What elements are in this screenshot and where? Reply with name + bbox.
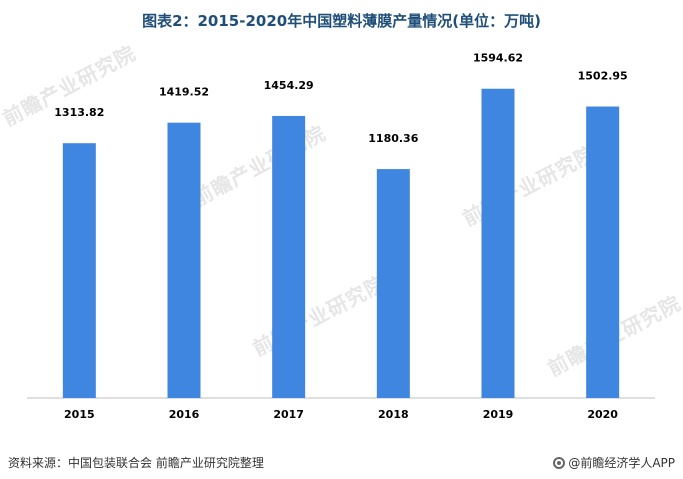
data-label-2017: 1454.29 — [264, 79, 314, 92]
brand-logo-icon — [553, 456, 566, 469]
bar-2018 — [376, 169, 410, 398]
source-note: 资料来源：中国包装联合会 前瞻产业研究院整理 — [8, 456, 264, 470]
bar-2019 — [481, 88, 515, 399]
brand-text: @前瞻经济学人APP — [568, 456, 675, 470]
x-tick-label-2020: 2020 — [587, 408, 618, 421]
x-tick-label-2017: 2017 — [273, 408, 304, 421]
x-tick-label-2015: 2015 — [64, 408, 95, 421]
x-tick-label-2016: 2016 — [169, 408, 200, 421]
data-label-2016: 1419.52 — [159, 86, 209, 99]
x-tick-label-2019: 2019 — [483, 408, 514, 421]
bar-2015 — [62, 143, 96, 398]
data-label-2018: 1180.36 — [368, 132, 418, 145]
footer: 资料来源：中国包装联合会 前瞻产业研究院整理 @前瞻经济学人APP — [0, 446, 683, 479]
bar-2017 — [272, 115, 306, 399]
x-tick-label-2018: 2018 — [378, 408, 409, 421]
data-label-2015: 1313.82 — [54, 106, 104, 119]
bar-2020 — [586, 106, 620, 398]
brand-label: @前瞻经济学人APP — [553, 454, 675, 471]
bar-chart: 1313.82 2015 1419.52 2016 1454.29 2017 1180.36… — [27, 52, 655, 421]
data-label-2019: 1594.62 — [473, 52, 523, 65]
bar-2016 — [167, 122, 201, 398]
data-label-2020: 1502.95 — [578, 70, 628, 83]
chart-title: 图表2：2015-2020年中国塑料薄膜产量情况(单位：万吨) — [142, 12, 541, 30]
